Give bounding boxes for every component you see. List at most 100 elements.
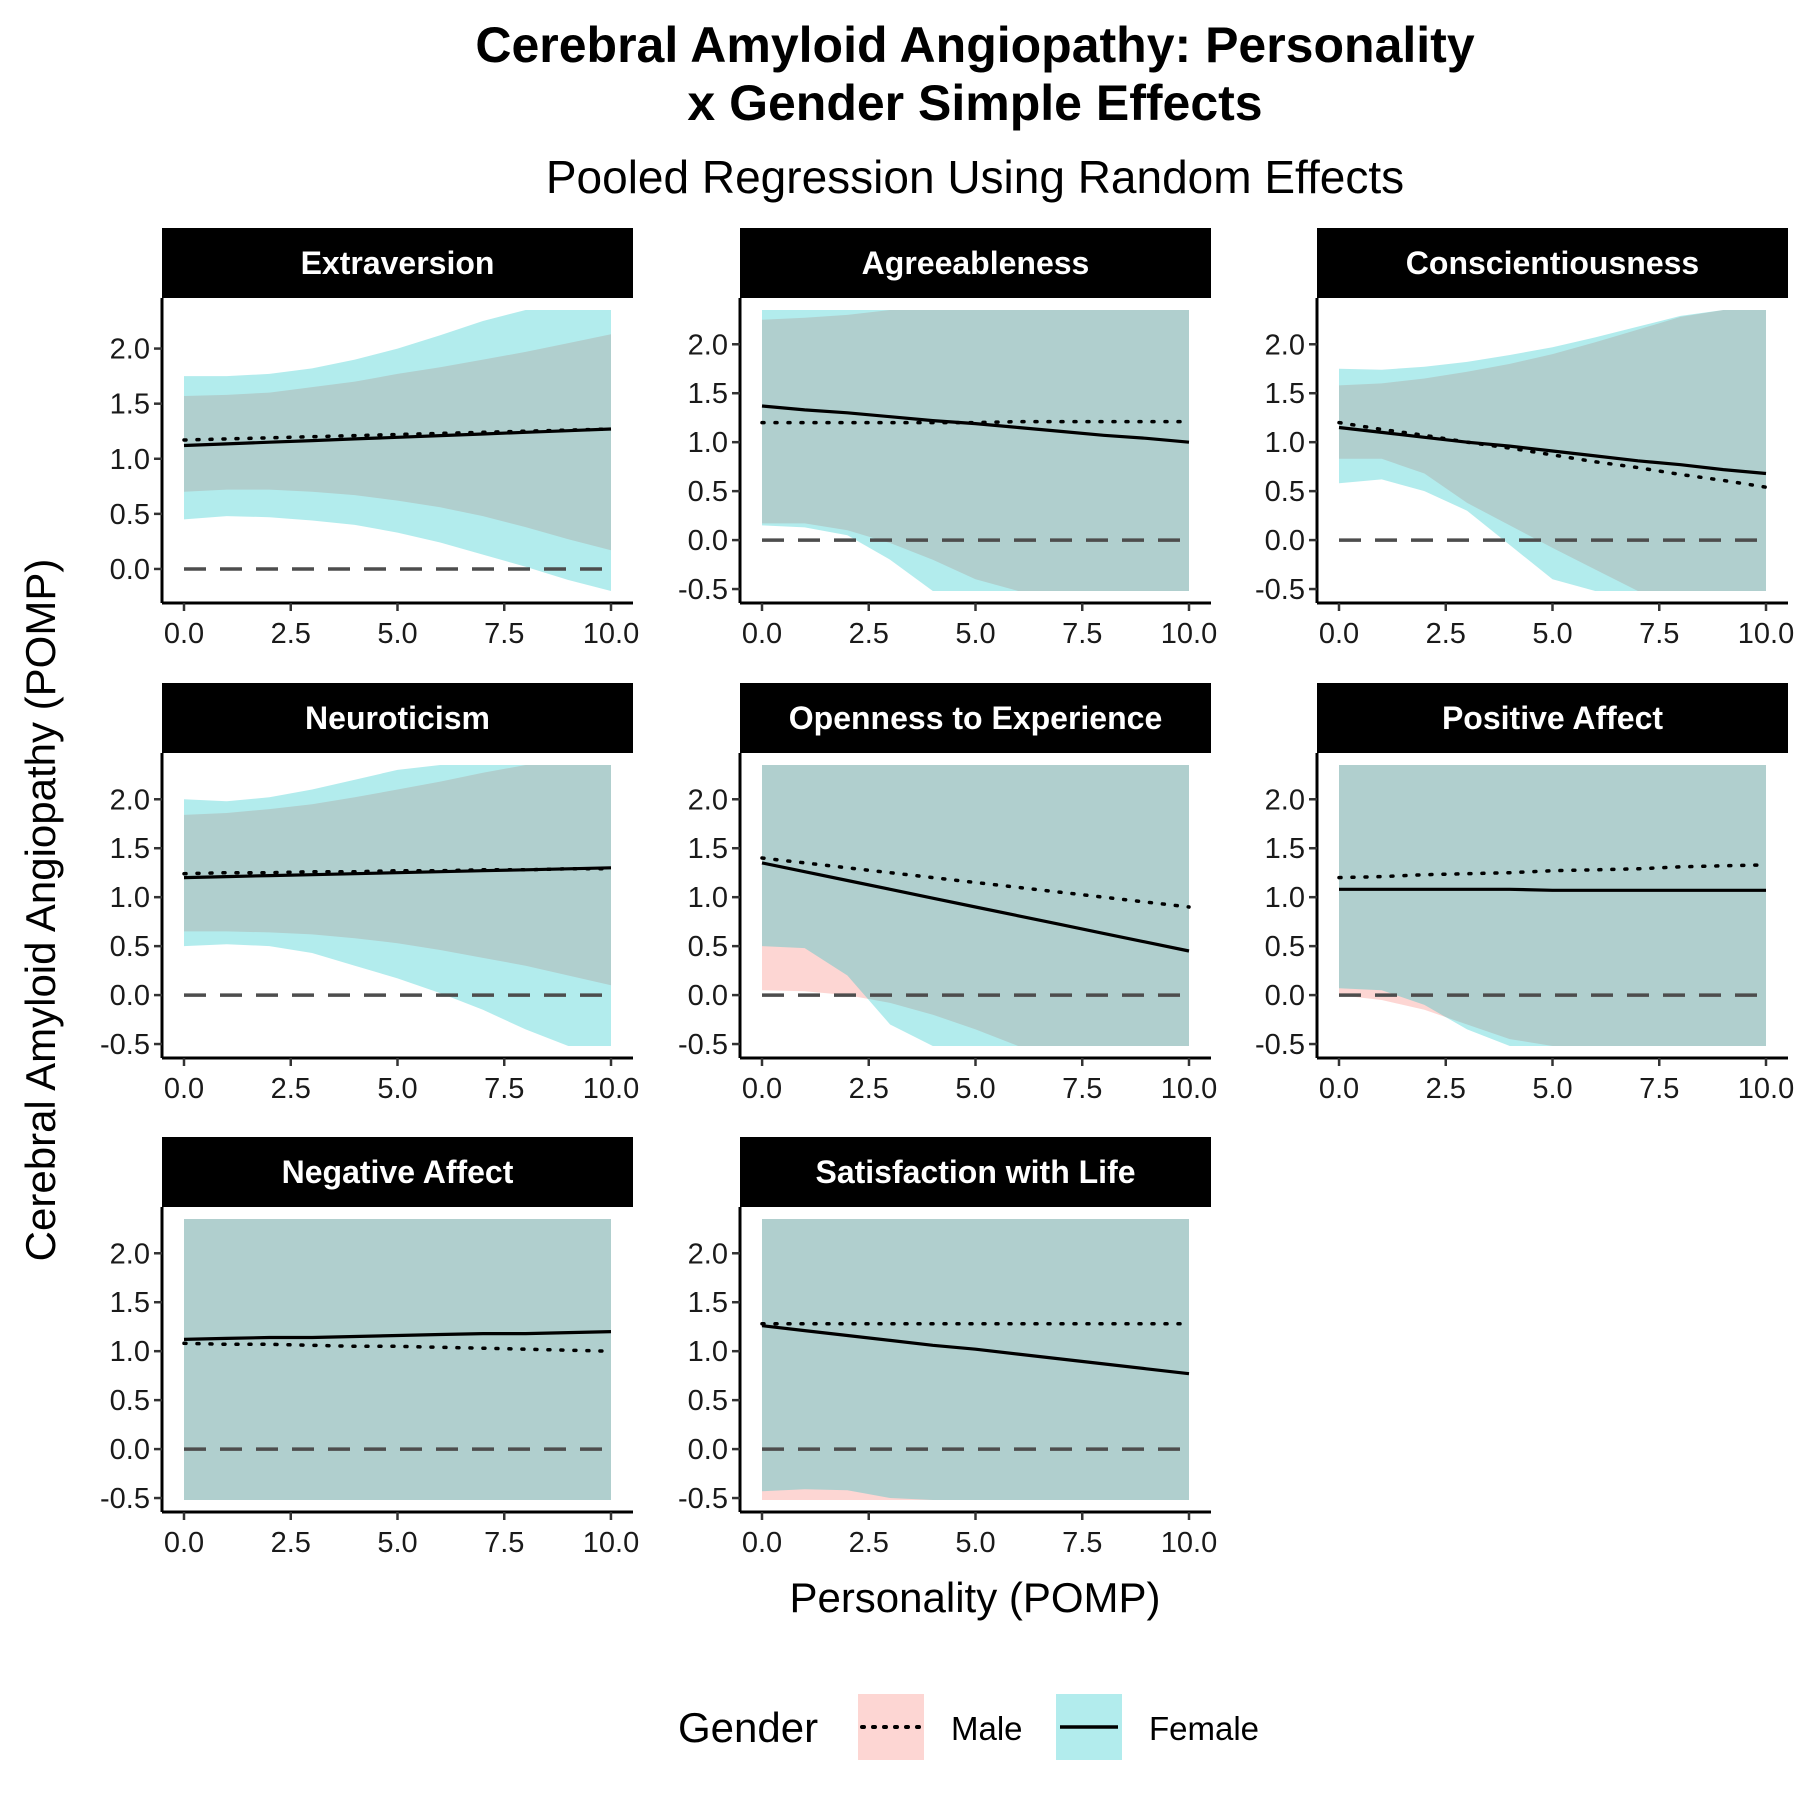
y-tick-label: 2.0	[688, 1238, 728, 1270]
x-tick-label: 10.0	[1161, 1073, 1217, 1105]
panel-openness-to-experience: Openness to Experience -0.5 0.0 0.5 1.0 1.5 2.…	[678, 683, 1217, 1105]
x-tick-label: 5.0	[955, 1527, 995, 1559]
x-tick-label: 10.0	[1161, 618, 1217, 650]
ribbon-male	[762, 1219, 1189, 1500]
x-tick-label: 5.0	[955, 618, 995, 650]
ribbon-female	[762, 310, 1189, 591]
x-tick-label: 10.0	[1738, 1073, 1794, 1105]
x-tick-label: 2.5	[1426, 1073, 1466, 1105]
panel-satisfaction-with-life: Satisfaction with Life -0.5 0.0 0.5 1.0 1.5 2.…	[678, 1137, 1217, 1559]
x-tick-label: 5.0	[1532, 618, 1572, 650]
y-axis-title: Cerebral Amyloid Angiopathy (POMP)	[17, 559, 64, 1262]
x-tick-label: 0.0	[1319, 618, 1359, 650]
y-tick-label: -0.5	[678, 574, 728, 606]
ribbon-male	[762, 310, 1189, 591]
line-female	[761, 861, 1190, 953]
chart-title-line1: Cerebral Amyloid Angiopathy: Personality	[475, 17, 1474, 73]
x-tick-label: 0.0	[164, 618, 204, 650]
strip-openness-to-experience	[740, 683, 1211, 753]
y-tick-label: 1.0	[110, 444, 150, 476]
x-tick-label: 10.0	[1738, 618, 1794, 650]
panel-negative-affect: Negative Affect -0.5 0.0 0.5 1.0 1.5 2.0 0.0 2.5…	[100, 1137, 639, 1559]
y-tick-label: 1.0	[688, 427, 728, 459]
strip-label: Openness to Experience	[789, 700, 1162, 736]
strip-neuroticism	[162, 683, 633, 753]
y-tick-label: 0.5	[110, 1385, 150, 1417]
x-tick-label: 2.5	[849, 618, 889, 650]
legend-key-male-fill	[858, 1694, 924, 1760]
x-tick-label: 5.0	[377, 618, 417, 650]
y-tick-label: 0.0	[110, 554, 150, 586]
y-tick-label: 1.0	[688, 1336, 728, 1368]
y-tick-label: 2.0	[688, 784, 728, 816]
legend-title: Gender	[678, 1704, 818, 1751]
strip-negative-affect	[162, 1137, 633, 1207]
x-tick-label: 10.0	[583, 618, 639, 650]
ribbon-female	[184, 765, 611, 1046]
y-tick-label: 1.5	[110, 833, 150, 865]
y-tick-label: 0.5	[110, 499, 150, 531]
x-tick-label: 0.0	[742, 618, 782, 650]
x-tick-label: 2.5	[271, 1527, 311, 1559]
y-tick-label: 1.5	[110, 389, 150, 421]
y-tick-label: 0.0	[1265, 980, 1305, 1012]
x-tick-label: 7.5	[484, 618, 524, 650]
y-tick-label: -0.5	[1255, 1029, 1305, 1061]
x-tick-label: 5.0	[955, 1073, 995, 1105]
legend-label-female: Female	[1149, 1710, 1259, 1747]
chart-title-line2: x Gender Simple Effects	[687, 75, 1262, 131]
y-tick-label: 1.5	[688, 378, 728, 410]
strip-label: Agreeableness	[862, 245, 1090, 281]
ribbon-female	[184, 310, 611, 591]
y-tick-label: 2.0	[1265, 329, 1305, 361]
y-tick-label: 0.0	[110, 980, 150, 1012]
y-tick-label: 0.5	[110, 931, 150, 963]
x-tick-label: 7.5	[484, 1073, 524, 1105]
y-tick-label: 1.0	[110, 1336, 150, 1368]
x-tick-label: 0.0	[164, 1073, 204, 1105]
y-tick-label: 1.0	[1265, 427, 1305, 459]
line-female	[761, 1324, 1190, 1376]
ribbon-male	[184, 765, 611, 986]
y-tick-label: 1.5	[1265, 378, 1305, 410]
panel-conscientiousness: Conscientiousness -0.5 0.0 0.5 1.0 1.5 2.0 0.0 2…	[1255, 228, 1794, 650]
x-tick-label: 2.5	[1426, 618, 1466, 650]
x-tick-label: 2.5	[271, 1073, 311, 1105]
x-tick-label: 10.0	[583, 1073, 639, 1105]
x-tick-label: 2.5	[271, 618, 311, 650]
panel-agreeableness: Agreeableness -0.5 0.0 0.5 1.0 1.5 2.0 0.0 2.5 5.…	[678, 228, 1217, 650]
y-tick-label: 0.0	[1265, 525, 1305, 557]
y-tick-label: 2.0	[1265, 784, 1305, 816]
x-tick-label: 0.0	[742, 1527, 782, 1559]
ribbon-female	[762, 1219, 1189, 1500]
y-tick-label: 1.0	[688, 882, 728, 914]
x-tick-label: 5.0	[377, 1073, 417, 1105]
strip-positive-affect	[1317, 683, 1788, 753]
x-tick-label: 7.5	[1639, 1073, 1679, 1105]
y-tick-label: 1.5	[688, 833, 728, 865]
y-tick-label: 0.5	[688, 476, 728, 508]
y-tick-label: 0.5	[1265, 476, 1305, 508]
legend: Gender Male Female	[678, 1694, 1259, 1760]
ribbon-male	[184, 334, 611, 551]
line-female	[183, 1330, 612, 1341]
y-tick-label: 0.5	[1265, 931, 1305, 963]
strip-extraversion	[162, 228, 633, 298]
x-tick-label: 7.5	[484, 1527, 524, 1559]
x-tick-label: 7.5	[1062, 1527, 1102, 1559]
strip-conscientiousness	[1317, 228, 1788, 298]
y-tick-label: 2.0	[110, 784, 150, 816]
y-tick-label: 1.5	[1265, 833, 1305, 865]
ribbon-female	[1339, 765, 1766, 1046]
strip-label: Neuroticism	[305, 700, 490, 736]
y-tick-label: 2.0	[110, 334, 150, 366]
y-tick-label: 1.5	[688, 1287, 728, 1319]
panel-neuroticism: Neuroticism -0.5 0.0 0.5 1.0 1.5 2.0 0.0 2.5 5.0 7…	[100, 683, 639, 1105]
line-female	[761, 404, 1190, 444]
y-tick-label: 2.0	[688, 329, 728, 361]
y-tick-label: 2.0	[110, 1238, 150, 1270]
y-tick-label: 0.0	[688, 525, 728, 557]
x-tick-label: 10.0	[583, 1527, 639, 1559]
y-tick-label: 0.0	[688, 1434, 728, 1466]
y-tick-label: 1.5	[110, 1287, 150, 1319]
